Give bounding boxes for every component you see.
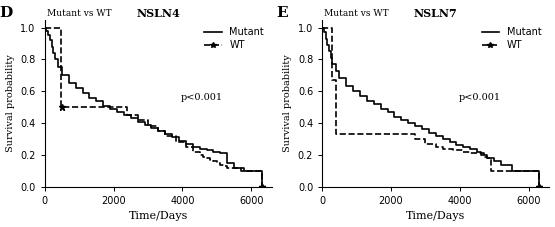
Legend: Mutant, WT: Mutant, WT [201, 24, 267, 53]
Text: Mutant vs WT: Mutant vs WT [47, 9, 112, 18]
X-axis label: Time/Days: Time/Days [406, 211, 466, 222]
Text: p<0.001: p<0.001 [458, 93, 501, 102]
Text: p<0.001: p<0.001 [181, 93, 223, 102]
Text: Mutant vs WT: Mutant vs WT [325, 9, 389, 18]
Title: NSLN4: NSLN4 [137, 8, 180, 19]
Title: NSLN7: NSLN7 [414, 8, 458, 19]
Text: D: D [0, 6, 12, 20]
Text: E: E [277, 6, 289, 20]
Legend: Mutant, WT: Mutant, WT [479, 24, 544, 53]
Y-axis label: Survival probability: Survival probability [283, 54, 292, 152]
Y-axis label: Survival probability: Survival probability [6, 54, 14, 152]
X-axis label: Time/Days: Time/Days [129, 211, 188, 222]
